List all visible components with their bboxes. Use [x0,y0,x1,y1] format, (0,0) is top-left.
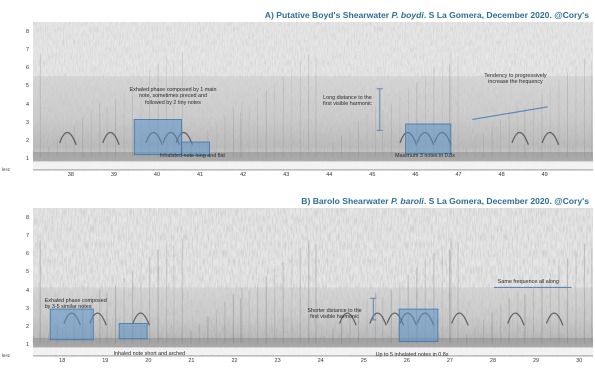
y-tick-label: 4 [26,101,30,108]
call-note [545,312,564,326]
inhaled-box [181,141,211,156]
annotation-exhaled: Exhaled phase composed by 1 main note, so… [129,87,217,106]
panel-a-title: A) Putative Boyd's Shearwater P. boydi. … [264,10,589,20]
x-tick-label: 21 [188,358,195,364]
x-tick-label: 20 [145,358,152,364]
annotation-up-to: Up to 5 inhalated notes in 0.8s [375,352,449,358]
noise-band [33,76,593,167]
x-tick-label: 28 [489,358,497,364]
annotation-tendency: Tendency to progressively increase the fr… [484,73,547,86]
x-tick-label: 43 [283,172,290,178]
x-tick-label: 23 [274,358,281,364]
y-tick-label: 2 [26,323,30,330]
annotation-exhaled: Exhaled phase composed by 3-5 similar not… [44,298,107,311]
x-tick-label: 25 [360,358,367,364]
x-tick-label: 29 [533,358,540,364]
annotation-same-frequency: Same frequence all along [497,279,559,285]
call-note [339,312,357,326]
trend-line [472,106,548,121]
notes-box [398,308,439,342]
call-note [102,131,120,145]
exhaled-box [49,308,94,341]
y-tick-label: 6 [26,65,30,72]
x-tick-label: 39 [110,172,117,178]
x-tick-label: 30 [576,358,583,364]
call-note [541,131,560,145]
panel-a: A) Putative Boyd's Shearwater P. boydi. … [264,10,589,20]
annotation-inhaled: Inhalated note long and flat [159,153,225,159]
x-tick-label: 45 [369,172,376,178]
x-tick-label: 19 [102,358,109,364]
exhaled-box [133,119,183,156]
panel-b-title: B) Barolo Shearwater P. baroli. S La Gom… [301,196,589,206]
x-tick-label: 26 [403,358,410,364]
notes-box [405,123,452,155]
x-tick-label: 40 [153,172,161,178]
panel-b: B) Barolo Shearwater P. baroli. S La Gom… [0,186,595,372]
panel-a-plot [32,22,593,171]
call-note [507,312,525,326]
bottom-strip [33,161,593,170]
y-tick-label: 8 [26,29,30,36]
y-axis-label: kHz [2,167,10,172]
call-note [132,312,150,326]
y-tick-label: 3 [26,119,30,126]
y-tick-label: 1 [26,155,30,162]
x-tick-label: 38 [67,172,74,178]
y-tick-label: 1 [26,341,30,348]
call-note [511,131,529,145]
y-tick-label: 6 [26,251,30,258]
bottom-strip [33,347,593,356]
y-tick-label: 7 [26,47,30,54]
annotation-inhaled: Inhaled note short and arched [113,351,186,357]
low-band [33,337,593,347]
x-tick-label: 46 [412,172,419,178]
y-axis-label: kHz [2,353,10,358]
y-tick-label: 5 [26,269,30,276]
inhaled-box [118,323,148,340]
x-tick-label: 41 [197,172,204,178]
x-tick-label: 18 [59,358,66,364]
x-tick-label: 44 [326,172,333,178]
annotation-max-notes: Maximum 3 notes in 0.8s [395,153,455,159]
low-band [33,151,593,161]
y-tick-label: 3 [26,305,30,312]
x-tick-label: 47 [455,172,462,178]
y-tick-label: 8 [26,215,30,222]
panel-b-plot [32,208,593,357]
y-tick-label: 2 [26,137,30,144]
x-tick-label: 49 [541,172,548,178]
call-note [59,131,77,145]
y-tick-label: 7 [26,233,30,240]
call-note [451,312,469,326]
x-tick-label: 48 [498,172,505,178]
annotation-harmonic: Shorter distance to the first visible har… [307,308,362,321]
x-tick-label: 27 [446,358,453,364]
x-tick-label: 22 [231,358,238,364]
annotation-harmonic: Long distance to the first visible harmon… [323,95,372,108]
x-tick-label: 42 [240,172,247,178]
x-tick-label: 24 [317,358,324,364]
y-tick-label: 4 [26,287,30,294]
y-tick-label: 5 [26,83,30,90]
